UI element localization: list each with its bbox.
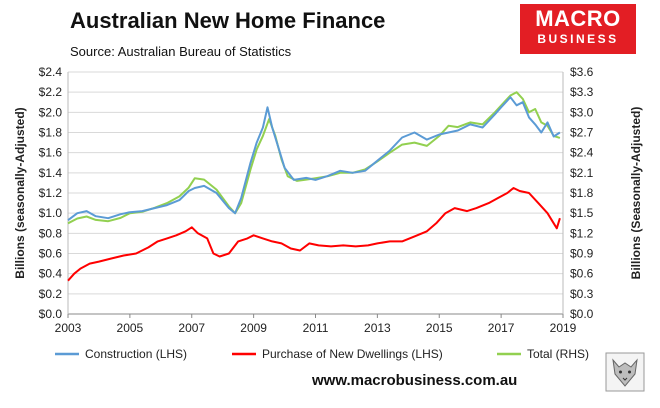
axes: $0.0 $0.2 $0.4 $0.6 $0.8 $1.0 $1.2 $1.4 $1.6 $1.8…	[13, 65, 643, 335]
y-left-axis-label: Billions (seasonally-Adjusted)	[13, 107, 27, 278]
y-right-tick-label: $2.7	[570, 126, 594, 140]
logo-line1: MACRO	[535, 6, 621, 31]
x-tick-label: 2013	[364, 321, 391, 335]
series-line	[67, 96, 561, 221]
macrobusiness-logo: MACRO BUSINESS	[520, 4, 636, 54]
logo-line2: BUSINESS	[537, 32, 619, 46]
series-line	[67, 187, 561, 282]
y-left-tick-label: $2.0	[39, 105, 63, 119]
series-line	[67, 91, 561, 225]
x-tick-label: 2011	[303, 321, 329, 335]
y-right-tick-label: $2.4	[570, 146, 594, 160]
series-group	[67, 91, 561, 282]
grid-lines	[68, 71, 563, 295]
x-tick-label: 2003	[55, 321, 82, 335]
x-tick-label: 2007	[178, 321, 205, 335]
x-tick-label: 2019	[550, 321, 577, 335]
x-tick-label: 2017	[488, 321, 515, 335]
y-left-tick-label: $2.4	[39, 65, 63, 79]
y-left-tick-label: $1.6	[39, 146, 63, 160]
y-left-tick-label: $0.4	[39, 267, 63, 281]
y-right-tick-label: $1.2	[570, 226, 594, 240]
y-left-tick-label: $1.4	[39, 166, 63, 180]
y-right-tick-label: $0.3	[570, 287, 594, 301]
y-right-tick-label: $3.3	[570, 85, 594, 99]
y-right-tick-label: $0.0	[570, 307, 594, 321]
legend-label: Total (RHS)	[527, 347, 589, 361]
chart-source: Source: Australian Bureau of Statistics	[70, 44, 292, 59]
y-right-tick-label: $1.8	[570, 186, 594, 200]
wolf-icon	[605, 352, 645, 392]
y-left-tick-label: $0.0	[39, 307, 63, 321]
y-left-tick-label: $1.2	[39, 186, 63, 200]
y-right-tick-label: $3.0	[570, 105, 594, 119]
legend-label: Construction (LHS)	[85, 347, 187, 361]
legend: Construction (LHS) Purchase of New Dwelli…	[55, 347, 589, 361]
y-left-tick-label: $1.8	[39, 126, 63, 140]
legend-label: Purchase of New Dwellings (LHS)	[262, 347, 443, 361]
chart-title: Australian New Home Finance	[70, 8, 386, 33]
y-left-tick-label: $2.2	[39, 85, 63, 99]
y-left-tick-label: $0.6	[39, 247, 63, 261]
website-url: www.macrobusiness.com.au	[312, 372, 518, 389]
x-tick-label: 2005	[117, 321, 144, 335]
y-left-tick-label: $0.2	[39, 287, 63, 301]
y-left-tick-label: $0.8	[39, 226, 63, 240]
y-left-tick-label: $1.0	[39, 206, 63, 220]
x-tick-label: 2009	[240, 321, 267, 335]
y-right-tick-label: $0.6	[570, 267, 594, 281]
y-right-axis-label: Billions (Seasonally-Adjusted)	[629, 107, 643, 280]
y-right-tick-label: $0.9	[570, 247, 594, 261]
y-right-tick-label: $1.5	[570, 206, 594, 220]
x-tick-label: 2015	[426, 321, 453, 335]
y-right-tick-label: $3.6	[570, 65, 594, 79]
y-right-tick-label: $2.1	[570, 166, 594, 180]
